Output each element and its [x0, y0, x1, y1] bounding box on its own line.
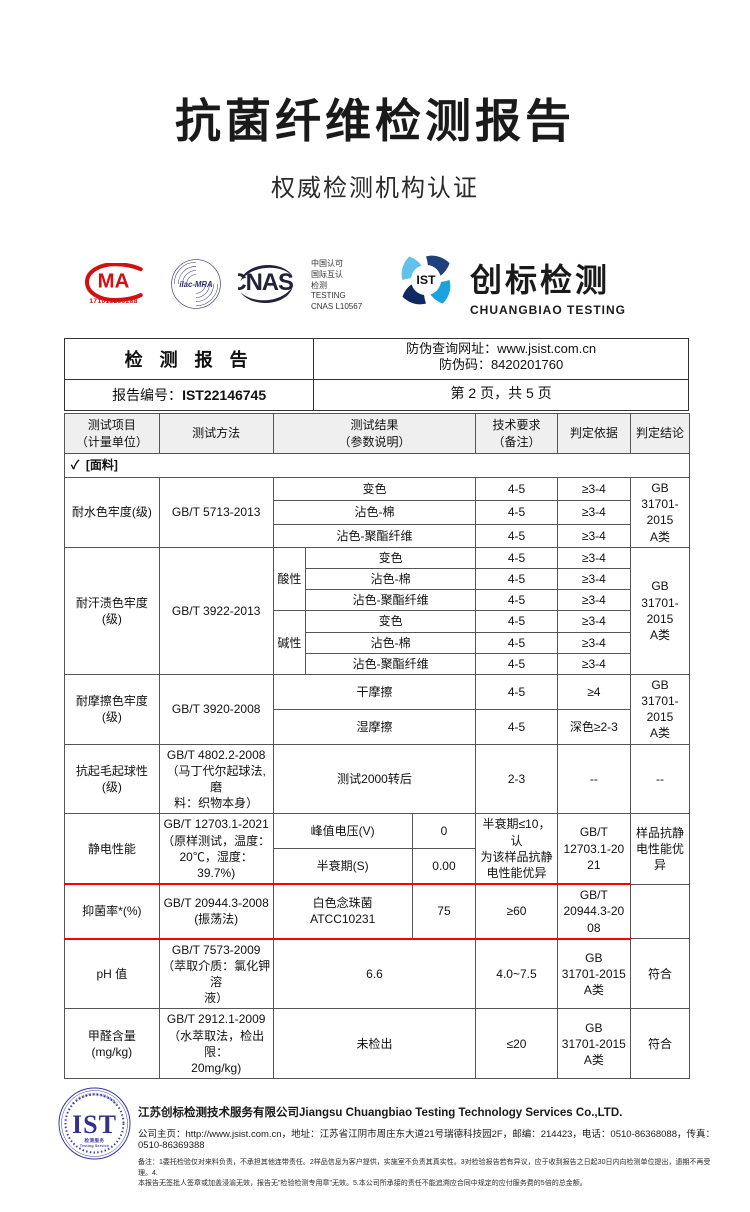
svg-text:IST: IST [416, 273, 436, 287]
svg-text:171011260288: 171011260288 [89, 298, 138, 305]
svg-text:CNAS: CNAS [238, 269, 293, 296]
svg-text:检测服务: 检测服务 [85, 1137, 105, 1144]
svg-text:IST: IST [72, 1110, 117, 1139]
svg-text:Testing Service: Testing Service [80, 1144, 109, 1148]
svg-text:ilac-MRA: ilac-MRA [179, 280, 213, 289]
svg-text:MA: MA [98, 271, 130, 293]
